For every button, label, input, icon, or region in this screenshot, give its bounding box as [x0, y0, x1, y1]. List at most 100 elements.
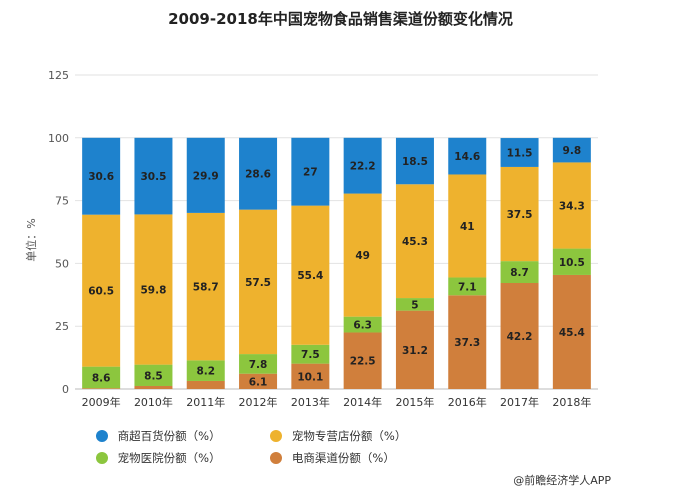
y-tick-label: 125	[48, 69, 69, 82]
data-label: 7.1	[458, 281, 477, 293]
data-label: 30.6	[88, 171, 114, 183]
legend-dot-ecommerce	[270, 452, 283, 464]
data-label: 11.5	[507, 147, 533, 159]
legend-dot-pet-store	[270, 430, 283, 442]
bar-segment	[448, 277, 487, 296]
x-tick-label: 2015年	[395, 395, 434, 409]
data-label: 45.4	[559, 327, 585, 339]
y-tick-label: 0	[62, 383, 69, 396]
x-tick-label: 2011年	[186, 395, 225, 409]
data-label: 22.2	[350, 161, 376, 173]
x-tick-label: 2018年	[552, 395, 591, 409]
x-tick-label: 2017年	[500, 395, 539, 409]
data-label: 57.5	[245, 277, 271, 289]
bar-segment	[343, 332, 382, 389]
bar-segment	[134, 137, 173, 215]
data-label: 6.1	[249, 376, 268, 388]
bar-segment	[239, 373, 278, 389]
data-label: 10.1	[297, 371, 323, 383]
bar-segment	[134, 385, 173, 389]
legend: 商超百货份额（%） 宠物专营店份额（%） 宠物医院份额（%） 电商渠道份额（%）	[96, 428, 566, 472]
bar-segment	[291, 363, 330, 389]
bar-segment	[343, 137, 382, 194]
bar-segment	[395, 137, 434, 185]
data-label: 49	[355, 250, 370, 262]
source-credit: @前瞻经济学人APP	[513, 474, 611, 487]
bar-segment	[134, 364, 173, 386]
legend-item-pet-hospital: 宠物医院份额（%）	[96, 450, 221, 466]
data-label: 42.2	[507, 331, 533, 343]
legend-label-ecommerce: 电商渠道份额（%）	[291, 451, 395, 465]
bar-segment	[82, 366, 121, 389]
data-label: 10.5	[559, 257, 585, 269]
y-tick-label: 100	[48, 132, 69, 145]
data-label: 14.6	[454, 151, 480, 163]
bar-segment	[186, 212, 225, 361]
data-label: 37.3	[454, 337, 480, 349]
legend-label-supermarket: 商超百货份额（%）	[117, 429, 221, 443]
legend-dot-pet-hospital	[96, 452, 108, 464]
bar-segment	[186, 137, 225, 213]
x-tick-label: 2016年	[448, 395, 487, 409]
bar-segment	[343, 193, 382, 317]
data-label: 31.2	[402, 345, 428, 357]
bar-segment	[291, 344, 330, 364]
data-label: 22.5	[350, 356, 376, 368]
data-label: 9.8	[563, 145, 582, 157]
data-label: 34.3	[559, 200, 585, 212]
y-tick-label: 75	[55, 195, 69, 208]
x-tick-label: 2014年	[343, 395, 382, 409]
data-label: 8.7	[510, 267, 529, 279]
data-label: 37.5	[507, 209, 533, 221]
y-tick-label: 25	[55, 320, 69, 333]
y-axis-label: 单位：%	[24, 218, 38, 261]
data-label: 41	[460, 221, 475, 233]
bar-segment	[239, 354, 278, 374]
data-label: 30.5	[140, 171, 166, 183]
data-label: 45.3	[402, 236, 428, 248]
data-label: 55.4	[297, 270, 323, 282]
bar-segment	[186, 380, 225, 389]
bar-segment	[552, 137, 591, 163]
legend-item-pet-store: 宠物专营店份额（%）	[270, 428, 406, 444]
legend-label-pet-store: 宠物专营店份额（%）	[291, 429, 407, 443]
bar-segment	[500, 138, 539, 167]
data-label: 7.8	[249, 359, 268, 371]
data-label: 18.5	[402, 156, 428, 168]
data-label: 8.5	[144, 370, 163, 382]
bar-segment	[448, 295, 487, 389]
data-label: 8.2	[196, 366, 215, 378]
bar-segment	[239, 209, 278, 355]
bar-segment	[395, 310, 434, 389]
y-tick-label: 50	[55, 257, 69, 270]
bar-segment	[500, 261, 539, 283]
bar-segment	[500, 166, 539, 262]
data-label: 29.9	[193, 170, 219, 182]
bar-segment	[552, 274, 591, 389]
bar-segment	[448, 137, 487, 175]
bar-segment	[395, 298, 434, 311]
bar-segment	[239, 137, 278, 210]
legend-dot-supermarket	[96, 430, 108, 442]
x-tick-label: 2010年	[134, 395, 173, 409]
bar-segment	[82, 137, 121, 215]
bar-segment	[82, 214, 121, 367]
data-label: 8.6	[92, 372, 111, 384]
data-label: 28.6	[245, 169, 271, 181]
bar-segment	[134, 214, 173, 365]
legend-item-ecommerce: 电商渠道份额（%）	[270, 450, 395, 466]
bar-segment	[82, 388, 121, 389]
data-label: 59.8	[140, 285, 166, 297]
chart-title: 2009-2018年中国宠物食品销售渠道份额变化情况	[168, 10, 513, 28]
data-label: 27	[303, 167, 318, 179]
data-label: 5	[411, 299, 418, 311]
bar-segment	[291, 137, 330, 206]
bar-segment	[552, 162, 591, 249]
bar-segment	[395, 184, 434, 299]
bar-segment	[343, 316, 382, 333]
data-label: 58.7	[193, 282, 219, 294]
data-label: 6.3	[353, 320, 372, 332]
data-label: 7.5	[301, 349, 320, 361]
x-tick-label: 2013年	[291, 395, 330, 409]
